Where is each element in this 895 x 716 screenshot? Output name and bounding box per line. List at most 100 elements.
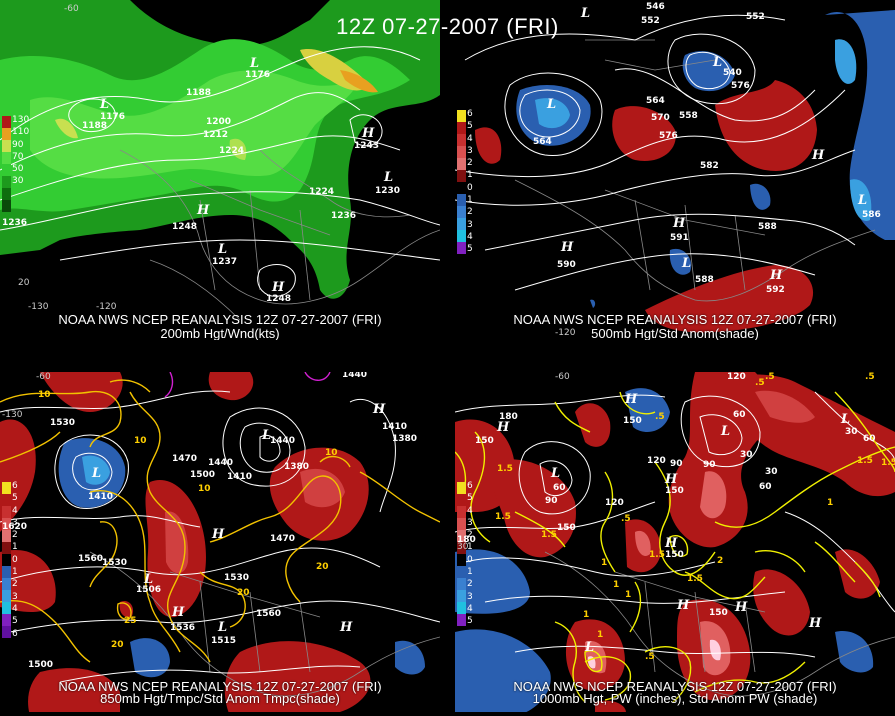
panel-source: NOAA NWS NCEP REANALYSIS 12Z 07-27-2007 … [513, 679, 837, 694]
height-label: 1224 [219, 146, 245, 156]
panel-source: NOAA NWS NCEP REANALYSIS 12Z 07-27-2007 … [58, 679, 382, 694]
map-1000mb [455, 372, 895, 712]
height-label: 564 [533, 137, 552, 147]
height-label: 1506 [136, 585, 162, 595]
pw-label: 1.5 [881, 458, 895, 468]
height-label: 588 [695, 275, 714, 285]
height-label: 586 [862, 210, 881, 220]
height-label: 1620 [2, 522, 28, 532]
height-label: 1380 [284, 462, 310, 472]
height-label: 1440 [270, 436, 296, 446]
height-label: 30 [765, 467, 778, 477]
anom-legend [2, 482, 12, 638]
height-label: 588 [758, 222, 777, 232]
height-label: 1176 [100, 112, 126, 122]
height-label: 1410 [382, 422, 408, 432]
height-label: 1560 [256, 609, 282, 619]
pw-label: 1 [827, 498, 834, 508]
height-label: 1236 [2, 218, 28, 228]
panel-source: NOAA NWS NCEP REANALYSIS 12Z 07-27-2007 … [58, 312, 382, 327]
height-label: 60 [733, 410, 746, 420]
height-label: 1500 [28, 660, 54, 670]
temp-label: 10 [38, 390, 51, 400]
panel-field: 500mb Hgt/Std Anom(shade) [591, 326, 759, 341]
main-title: 12Z 07-27-2007 (FRI) [336, 14, 559, 39]
height-label: 564 [646, 96, 665, 106]
height-label: 590 [557, 260, 576, 270]
height-label: 1248 [266, 294, 292, 304]
height-label: 1515 [211, 636, 237, 646]
anom-legend [457, 110, 467, 254]
height-label: 1440 [342, 372, 368, 380]
pw-label: .5 [755, 378, 765, 388]
height-label: 576 [731, 81, 750, 91]
height-label: 90 [545, 496, 558, 506]
height-label: 552 [641, 16, 660, 26]
pw-label: .5 [865, 372, 875, 382]
temp-label: 20 [316, 562, 329, 572]
height-label: 120 [727, 372, 746, 382]
height-label: 1470 [172, 454, 198, 464]
height-label: 60 [553, 483, 566, 493]
temp-label: 10 [198, 484, 211, 494]
height-label: 1188 [186, 88, 212, 98]
height-label: 150 [665, 486, 684, 496]
height-label: 180 [499, 412, 518, 422]
height-label: 30 [845, 427, 858, 437]
map-500mb [455, 10, 895, 333]
pw-label: 1.5 [495, 512, 511, 522]
pw-label: .5 [655, 412, 665, 422]
height-label: 1530 [224, 573, 250, 583]
temp-label: 20 [237, 588, 250, 598]
height-label: 1224 [309, 187, 335, 197]
height-label: 60 [863, 434, 876, 444]
anom-legend [457, 482, 467, 626]
pw-label: .5 [765, 372, 775, 382]
height-label: 150 [665, 550, 684, 560]
panel-source: NOAA NWS NCEP REANALYSIS 12Z 07-27-2007 … [513, 312, 837, 327]
height-label: 1530 [102, 558, 128, 568]
height-label: 576 [659, 131, 678, 141]
map-200mb [0, 0, 440, 321]
temp-label: 25 [124, 616, 137, 626]
height-label: 1236 [331, 211, 357, 221]
height-label: 1500 [190, 470, 216, 480]
height-label: 150 [475, 436, 494, 446]
height-label: 1200 [206, 117, 232, 127]
height-label: 1530 [50, 418, 76, 428]
height-label: 1440 [208, 458, 234, 468]
pw-label: 1 [583, 610, 590, 620]
height-label: 1536 [170, 623, 196, 633]
height-label: 1212 [203, 130, 229, 140]
pw-label: 1 [613, 580, 620, 590]
height-label: 120 [647, 456, 666, 466]
pw-label: 1.5 [541, 530, 557, 540]
height-label: 1248 [172, 222, 198, 232]
pw-label: 1.5 [857, 456, 873, 466]
height-label: 546 [646, 2, 665, 12]
height-label: 1560 [78, 554, 104, 564]
wind-legend-labels: 130 110 90 70 50 30 [12, 115, 30, 187]
temp-label: 20 [111, 640, 124, 650]
pw-label: 1 [625, 590, 632, 600]
height-label: 1237 [212, 257, 238, 267]
height-label: 552 [746, 12, 765, 22]
height-label: 582 [700, 161, 719, 171]
height-label: 1410 [227, 472, 253, 482]
height-label: 540 [723, 68, 742, 78]
height-label: 120 [605, 498, 624, 508]
height-label: 90 [670, 459, 683, 469]
panel-field: 1000mb Hgt, PW (inches), Std Anom PW (sh… [532, 691, 818, 706]
height-label: 1188 [82, 121, 108, 131]
map-850mb [0, 372, 440, 712]
height-label: 570 [651, 113, 670, 123]
height-label: 150 [623, 416, 642, 426]
pw-label: 1.5 [497, 464, 513, 474]
height-label: 1410 [88, 492, 114, 502]
